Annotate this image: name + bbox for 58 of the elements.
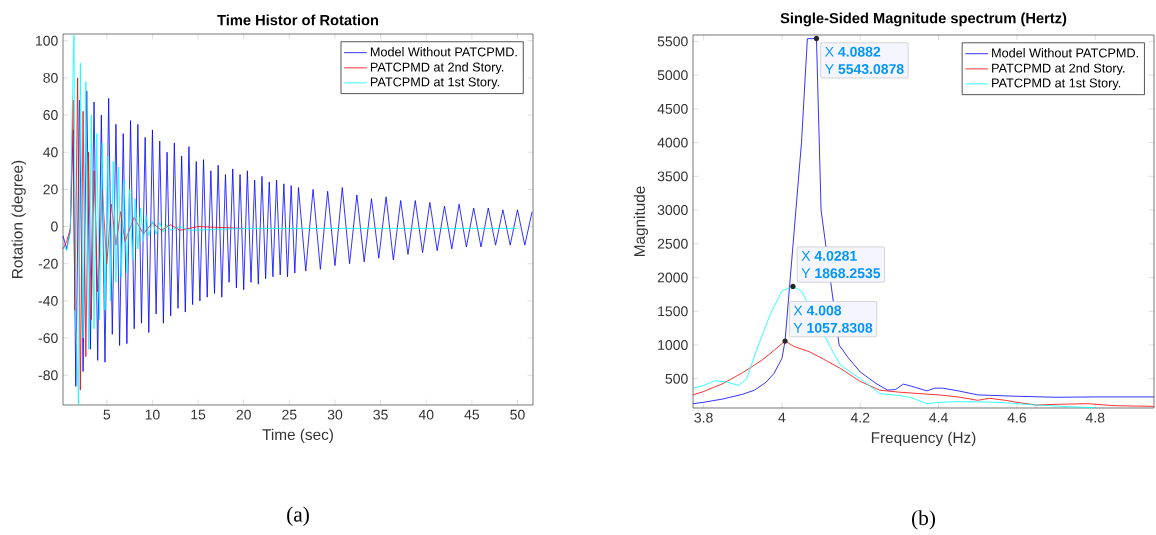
x-tick-label: 10	[145, 409, 160, 420]
x-tick-label: 40	[418, 409, 434, 420]
legend-label: PATCPMD at 1st Story.	[370, 77, 499, 89]
x-tick-label: 20	[236, 409, 251, 420]
x-tick-label: 4	[778, 412, 786, 423]
x-tick-label: 5	[103, 409, 111, 420]
chart-title: Time Histor of Rotation	[217, 14, 379, 26]
annotation: Y 1057.8308	[793, 322, 873, 333]
y-tick-label: -40	[38, 295, 58, 306]
y-axis-title: Magnitude	[633, 186, 648, 257]
y-tick-label: 4000	[657, 137, 688, 148]
y-tick-label: 0	[51, 221, 58, 232]
x-axis-title: Time (sec)	[262, 428, 333, 444]
annotation: X 4.008	[793, 305, 842, 316]
y-tick-label: 5500	[657, 36, 688, 47]
x-tick-label: 4.2	[850, 412, 870, 423]
y-axis-title: Rotation (degree)	[11, 160, 26, 278]
y-tick-label: 3000	[657, 205, 688, 216]
legend-label: Model Without PATCPMD.	[992, 48, 1138, 58]
y-tick-label: 2000	[657, 272, 688, 283]
x-tick-label: 3.8	[694, 412, 713, 423]
annotation: Y 1868.2535	[801, 268, 881, 279]
y-tick-label: 60	[43, 110, 58, 120]
text: (a)	[287, 506, 309, 526]
chart-title: Single-Sided Magnitude spectrum (Hertz)	[780, 12, 1067, 27]
x-tick-label: 15	[191, 409, 206, 420]
y-tick-label: 5000	[657, 70, 688, 81]
y-tick-label: 2500	[657, 238, 688, 249]
legend-label: Model Without PATCPMD.	[370, 47, 517, 57]
y-tick-label: -20	[38, 258, 58, 269]
y-tick-label: 100	[36, 35, 58, 46]
annotation: X 4.0882	[825, 46, 881, 57]
x-tick-label: 45	[464, 409, 480, 420]
y-tick-label: -60	[38, 333, 58, 344]
y-tick-label: 500	[665, 373, 688, 384]
x-tick-label: 4.6	[1007, 412, 1027, 423]
line-series	[692, 340, 1155, 407]
y-tick-label: 1500	[658, 306, 688, 317]
y-tick-label: -80	[38, 370, 58, 381]
x-tick-label: 4.4	[929, 412, 948, 423]
y-tick-label: 4500	[657, 103, 688, 114]
x-tick-label: 50	[510, 409, 525, 420]
y-tick-label: 3500	[657, 171, 688, 182]
y-tick-label: 1000	[658, 340, 688, 350]
x-tick-label: 35	[373, 409, 388, 420]
x-tick-label: 4.8	[1085, 412, 1105, 423]
y-tick-label: 20	[43, 184, 58, 195]
annotation: Y 5543.0878	[825, 64, 904, 75]
x-tick-label: 30	[327, 409, 343, 420]
x-axis-title: Frequency (Hz)	[871, 431, 976, 447]
legend-label: PATCPMD at 2nd Story.	[370, 62, 504, 75]
legend-label: PATCPMD at 2nd Story.	[992, 63, 1125, 76]
y-tick-label: 40	[43, 147, 58, 158]
x-tick-label: 25	[282, 409, 297, 420]
legend-label: PATCPMD at 1st Story.	[992, 78, 1121, 90]
annotation: X 4.0281	[801, 250, 857, 261]
y-tick-label: 80	[43, 72, 58, 83]
text: (b)	[912, 510, 935, 530]
